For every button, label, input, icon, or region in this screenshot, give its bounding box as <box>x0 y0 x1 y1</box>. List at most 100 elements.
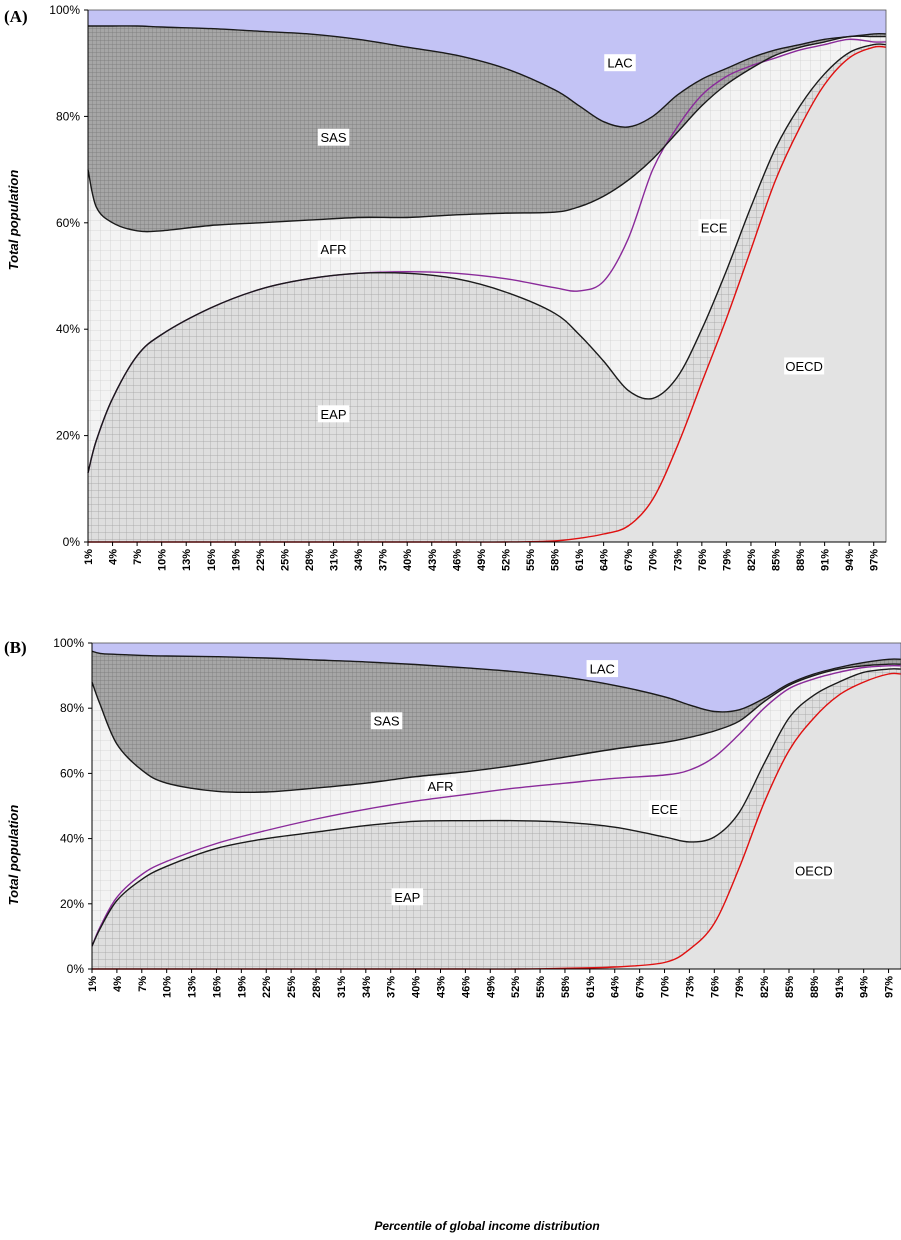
x-tick-label: 34% <box>353 549 365 571</box>
x-tick-label: 40% <box>402 549 414 571</box>
panel-a-region-labels: LAC SAS AFR ECE OECD EAP <box>317 54 825 423</box>
x-tick-label: 31% <box>329 549 341 571</box>
panel-a-label: (A) <box>4 7 28 26</box>
y-tick-label: 20% <box>56 429 80 443</box>
x-tick-label: 64% <box>599 549 611 571</box>
region-label-bg-ece <box>698 219 730 237</box>
y-tick-label: 60% <box>60 766 84 780</box>
boundary-line-sas <box>87 25 887 128</box>
x-tick-label: 82% <box>746 549 758 571</box>
x-tick-label: 88% <box>795 549 807 571</box>
y-tick-label: 40% <box>60 832 84 846</box>
region-label-bg-oecd <box>793 862 834 880</box>
x-tick-label: 97% <box>884 976 896 998</box>
x-tick-label: 70% <box>648 549 660 571</box>
x-tick-label: 40% <box>411 976 423 998</box>
area-hatch-sas <box>88 25 886 232</box>
x-tick-label: 91% <box>820 549 832 571</box>
region-label-bg-lac <box>586 660 619 678</box>
x-tick-label: 13% <box>181 549 193 571</box>
x-tick-label: 43% <box>436 976 448 998</box>
region-label-sas: SAS <box>321 130 347 145</box>
boundary-line-eap <box>91 668 901 947</box>
region-label-eap: EAP <box>321 407 347 422</box>
x-tick-label: 43% <box>427 549 439 571</box>
x-tick-label: 19% <box>230 549 242 571</box>
area-oecd <box>92 673 901 970</box>
x-tick-label: 25% <box>286 976 298 998</box>
region-label-bg-eap <box>391 888 424 906</box>
x-tick-label: 22% <box>255 549 267 571</box>
y-tick-label: 80% <box>60 701 84 715</box>
panel-b-areas <box>92 643 901 970</box>
y-tick-label: 0% <box>67 962 85 976</box>
panel-a-areas <box>88 10 886 543</box>
x-tick-label: 58% <box>560 976 572 998</box>
panel-b-region-labels: LAC SAS AFR ECE OECD EAP <box>370 660 834 906</box>
x-tick-label: 31% <box>336 976 348 998</box>
x-tick-label: 28% <box>311 976 323 998</box>
y-tick-label: 40% <box>56 322 80 336</box>
x-tick-label: 16% <box>206 549 218 571</box>
x-axis-title: Percentile of global income distribution <box>374 1219 599 1233</box>
region-label-bg-oecd <box>784 357 825 375</box>
panel-a-y-axis-title: Total population <box>6 170 21 271</box>
x-tick-label: 64% <box>610 976 622 998</box>
x-tick-label: 94% <box>844 549 856 571</box>
boundary-line-sas <box>91 650 901 713</box>
area-hatch-afr <box>92 664 901 947</box>
x-tick-label: 94% <box>859 976 871 998</box>
x-tick-label: 49% <box>476 549 488 571</box>
x-tick-label: 1% <box>87 976 99 992</box>
boundary-line-ece <box>91 664 901 947</box>
boundary-line-afr <box>87 35 886 233</box>
x-tick-label: 55% <box>525 549 537 571</box>
area-oecd <box>88 46 886 543</box>
x-tick-label: 46% <box>460 976 472 998</box>
x-tick-label: 10% <box>157 549 169 571</box>
x-tick-label: 76% <box>697 549 709 571</box>
panel-b-axes: 0% 20% 40% 60% 80% 100% 1% 4% 7% 10% 13% 16% 19% 22% 2… <box>53 636 901 998</box>
area-hatch-sas <box>92 651 901 793</box>
x-tick-label: 37% <box>386 976 398 998</box>
x-tick-label: 73% <box>672 549 684 571</box>
area-lac <box>88 10 886 128</box>
x-tick-label: 46% <box>451 549 463 571</box>
panel-a-boundary-lines <box>87 25 887 543</box>
x-tick-label: 70% <box>660 976 672 998</box>
x-tick-label: 61% <box>585 976 597 998</box>
panel-b: (B) Total population 0% 20% 40% 60% 80% 100% 1… <box>4 636 901 998</box>
region-label-lac: LAC <box>590 662 615 677</box>
region-label-afr: AFR <box>427 779 453 794</box>
region-label-bg-eap <box>317 405 350 423</box>
x-tick-label: 79% <box>721 549 733 571</box>
region-label-oecd: OECD <box>785 359 823 374</box>
region-label-ece: ECE <box>701 221 728 236</box>
region-label-bg-sas <box>370 712 403 730</box>
x-tick-label: 25% <box>279 549 291 571</box>
y-tick-label: 80% <box>56 109 80 123</box>
x-tick-label: 82% <box>759 976 771 998</box>
x-tick-label: 67% <box>635 976 647 998</box>
x-tick-label: 79% <box>734 976 746 998</box>
region-label-bg-ece <box>648 800 681 818</box>
x-tick-label: 88% <box>809 976 821 998</box>
area-hatch-afr <box>88 36 886 473</box>
panel-a-axes: 0% 20% 40% 60% 80% 100% 1% 4% 7% 10% 13% 16% 19% 22% 2… <box>49 3 887 571</box>
y-tick-label: 20% <box>60 897 84 911</box>
boundary-line-eap <box>87 43 887 473</box>
region-label-bg-afr <box>317 240 350 258</box>
x-tick-label: 85% <box>771 549 783 571</box>
x-tick-label: 67% <box>623 549 635 571</box>
region-label-lac: LAC <box>607 56 632 71</box>
area-lac <box>92 643 901 712</box>
x-tick-label: 34% <box>361 976 373 998</box>
x-tick-label: 10% <box>162 976 174 998</box>
y-tick-label: 0% <box>63 535 81 549</box>
x-tick-label: 1% <box>83 549 95 565</box>
x-tick-label: 7% <box>137 976 149 992</box>
x-tick-label: 52% <box>500 549 512 571</box>
x-tick-label: 13% <box>187 976 199 998</box>
x-tick-label: 58% <box>550 549 562 571</box>
